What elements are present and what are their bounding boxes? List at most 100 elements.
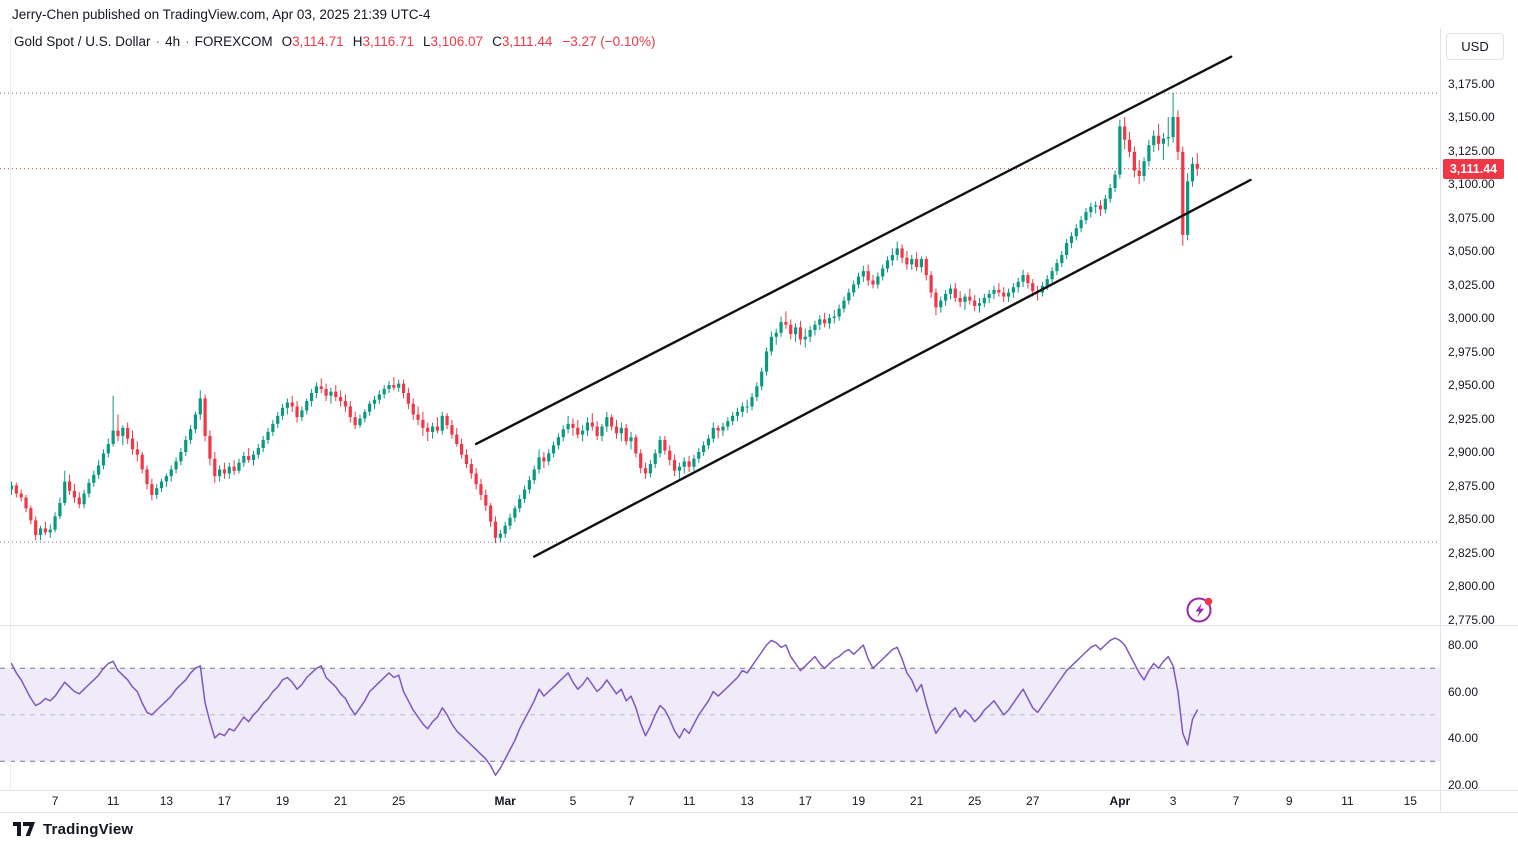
candle-body xyxy=(900,248,904,258)
candle-body xyxy=(866,271,870,281)
time-tick: 21 xyxy=(909,794,924,808)
candle-body xyxy=(9,485,14,490)
candle-body xyxy=(121,427,125,436)
candle-body xyxy=(677,466,682,471)
candle-body xyxy=(1132,151,1136,171)
candle-body xyxy=(455,434,459,444)
candle-body xyxy=(353,417,357,426)
candle-body xyxy=(798,327,803,340)
exchange-label[interactable]: FOREXCOM xyxy=(194,34,273,49)
price-axis[interactable]: USD 3,111.44 3,175.00 3,150.00 3,125.00 3,1… xyxy=(1441,28,1518,812)
candle-body xyxy=(285,402,289,408)
candle-body xyxy=(300,410,304,418)
candle-body xyxy=(145,469,149,485)
candle-body xyxy=(430,426,435,432)
legend-separator: · xyxy=(155,34,161,49)
candle-body xyxy=(885,260,890,269)
candle-body xyxy=(280,407,285,416)
candle-body xyxy=(1094,205,1098,207)
candle-body xyxy=(87,482,91,494)
candle-body xyxy=(305,401,309,411)
candle-body xyxy=(169,469,173,477)
flash-icon-button[interactable] xyxy=(1185,595,1215,625)
candle-body xyxy=(605,417,609,427)
candle-body xyxy=(116,430,120,436)
ohlc-letter-C: C xyxy=(492,34,502,49)
interval-label[interactable]: 4h xyxy=(165,34,181,49)
candle-body xyxy=(377,394,381,400)
candle-body xyxy=(658,439,662,454)
flash-icon xyxy=(1186,597,1212,623)
candle-body xyxy=(1050,271,1054,280)
candle-body xyxy=(1137,170,1141,176)
candle-body xyxy=(648,464,652,474)
candle-body xyxy=(213,458,217,477)
time-tick: 3 xyxy=(1169,794,1177,808)
candle-body xyxy=(24,497,28,509)
time-tick: 25 xyxy=(967,794,982,808)
candle-body xyxy=(469,464,473,474)
candle-body xyxy=(668,450,672,461)
price-tick: 3,075.00 xyxy=(1448,210,1495,225)
candle-body xyxy=(890,255,894,261)
candle-body xyxy=(687,461,691,467)
currency-usd-button[interactable]: USD xyxy=(1446,33,1504,60)
candle-body xyxy=(919,259,924,268)
candle-body xyxy=(271,423,275,432)
price-tick: 3,100.00 xyxy=(1448,177,1495,191)
candle-body xyxy=(1127,139,1132,152)
candle-body xyxy=(198,398,202,415)
candle-body xyxy=(827,318,832,324)
candle-body xyxy=(1016,281,1020,288)
time-axis[interactable]: 7 11 13 17 19 21 25 Mar 5 7 11 13 17 19 21 25 27 Apr 3 7 9 11… xyxy=(0,790,1440,812)
candle-body xyxy=(953,288,957,298)
ohlc-value-C: 3,111.44 xyxy=(501,34,553,49)
candle-body xyxy=(348,406,352,418)
candle-body xyxy=(106,443,110,454)
candle-body xyxy=(561,429,565,438)
candle-body xyxy=(406,393,410,404)
candle-body xyxy=(1026,275,1030,284)
candle-body xyxy=(518,498,522,509)
symbol-title[interactable]: Gold Spot / U.S. Dollar xyxy=(14,34,151,49)
candle-body xyxy=(295,406,299,418)
current-price-label: 3,111.44 xyxy=(1443,158,1504,179)
candle-body xyxy=(19,493,23,498)
candle-body xyxy=(493,521,498,538)
trendline-channel-lower[interactable] xyxy=(533,178,1252,558)
candle-body xyxy=(489,505,493,522)
legend-separator: · xyxy=(185,34,190,49)
candle-body xyxy=(266,431,270,440)
candle-body xyxy=(1098,205,1103,210)
candle-body xyxy=(527,480,531,490)
trendline-channel-upper[interactable] xyxy=(474,55,1233,446)
tradingview-logo-text[interactable]: TradingView xyxy=(43,820,134,838)
candle-body xyxy=(421,419,425,428)
candle-body xyxy=(358,418,362,426)
time-tick: 9 xyxy=(1285,794,1293,808)
candle-body xyxy=(939,300,943,308)
candle-body xyxy=(135,449,139,455)
time-tick: 21 xyxy=(333,794,348,808)
candle-body xyxy=(731,415,735,422)
candle-body xyxy=(1011,287,1015,293)
candle-body xyxy=(203,398,207,436)
tradingview-logo-icon[interactable] xyxy=(12,820,36,838)
rsi-tick: 20.00 xyxy=(1448,777,1479,792)
time-tick: 17 xyxy=(798,794,812,808)
candle-body xyxy=(997,289,1001,293)
candle-body xyxy=(973,300,977,306)
time-tick: 13 xyxy=(740,794,754,808)
candle-body xyxy=(571,423,575,428)
time-tick: 5 xyxy=(569,794,577,808)
candle-body xyxy=(324,389,328,396)
candle-body xyxy=(435,426,440,431)
lightning-bolt-icon xyxy=(1195,603,1205,617)
candle-body xyxy=(1118,126,1122,175)
candle-body xyxy=(600,426,604,436)
candle-body xyxy=(944,293,948,301)
candle-body xyxy=(610,417,614,427)
price-tick: 2,900.00 xyxy=(1448,445,1495,459)
candle-body xyxy=(126,427,130,439)
